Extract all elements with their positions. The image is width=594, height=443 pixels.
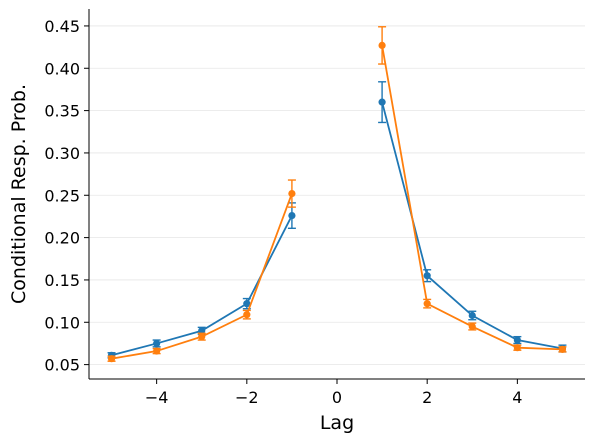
- data-point: [153, 347, 161, 355]
- data-point: [468, 322, 476, 331]
- data-point: [107, 355, 116, 363]
- series-layer: [107, 26, 567, 363]
- data-point: [198, 327, 206, 335]
- data-point: [378, 98, 386, 106]
- x-axis-label: Lag: [320, 412, 354, 434]
- series-1: [107, 81, 567, 359]
- data-point: [243, 300, 251, 308]
- x-ticks: −4 −2 0 2 4: [145, 379, 522, 407]
- x-tick-label: 2: [422, 388, 432, 407]
- data-point: [468, 311, 476, 320]
- y-ticks: 0.05 0.10 0.15 0.20 0.25 0.30 0.35 0.40 0.45: [44, 17, 89, 375]
- x-tick-label: −2: [235, 388, 259, 407]
- y-tick-label: 0.45: [44, 17, 80, 36]
- y-tick-label: 0.15: [44, 271, 80, 290]
- y-tick-label: 0.10: [44, 313, 80, 332]
- data-point: [243, 311, 251, 319]
- series-2: [107, 26, 567, 363]
- data-point: [153, 339, 161, 348]
- y-tick-label: 0.30: [44, 144, 80, 163]
- y-axis-label: Conditional Resp. Prob.: [8, 84, 30, 304]
- data-point: [423, 272, 431, 280]
- x-tick-label: 4: [512, 388, 522, 407]
- data-point: [513, 344, 521, 352]
- data-point: [558, 345, 567, 353]
- data-point: [198, 333, 206, 341]
- data-point: [423, 300, 431, 308]
- series-line: [381, 45, 563, 351]
- data-point: [288, 211, 296, 220]
- y-tick-label: 0.25: [44, 186, 80, 205]
- y-tick-label: 0.35: [44, 102, 80, 121]
- data-point: [378, 41, 386, 50]
- grid-lines: [89, 25, 585, 366]
- y-tick-label: 0.20: [44, 229, 80, 248]
- x-tick-label: 0: [332, 388, 342, 407]
- y-tick-label: 0.40: [44, 59, 80, 78]
- data-point: [288, 189, 296, 198]
- y-tick-label: 0.05: [44, 356, 80, 375]
- x-tick-label: −4: [145, 388, 169, 407]
- data-point: [513, 336, 521, 344]
- axes: [88, 9, 585, 380]
